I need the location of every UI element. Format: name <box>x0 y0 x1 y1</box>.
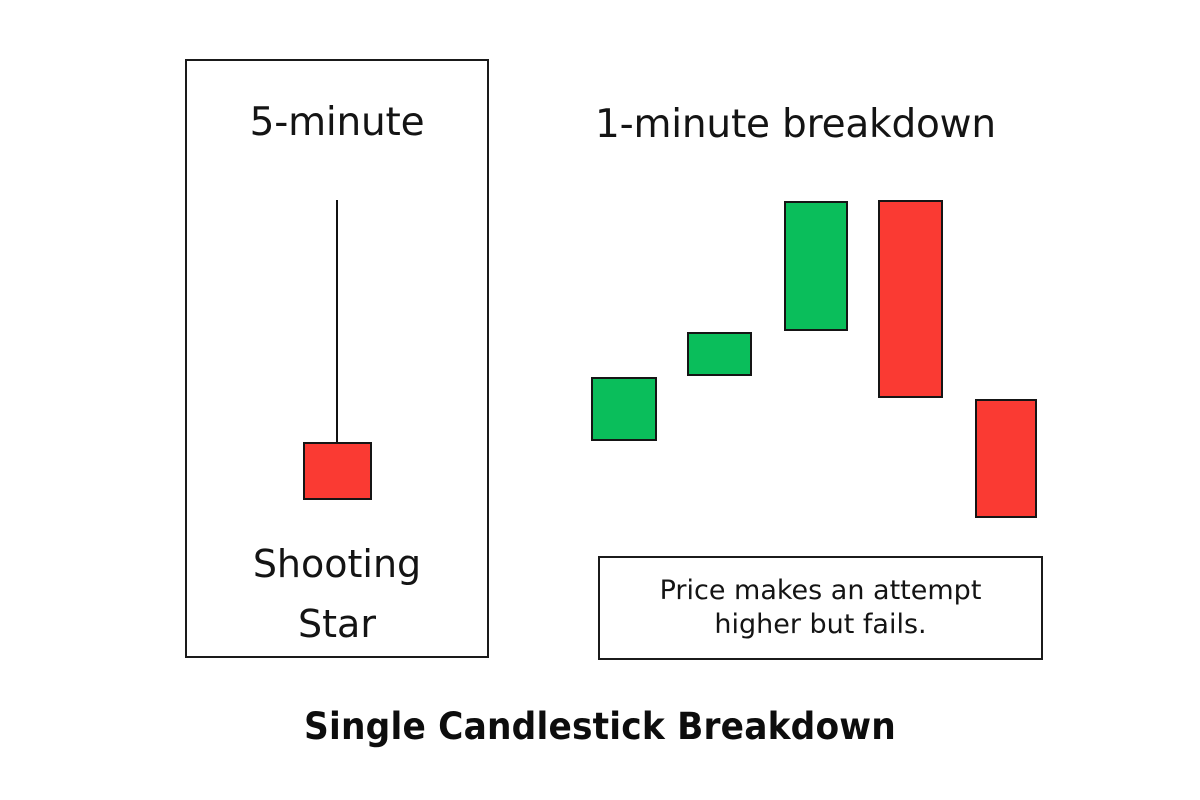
annotation-callout-box: Price makes an attempt higher but fails. <box>598 556 1043 660</box>
annotation-text: Price makes an attempt higher but fails. <box>659 575 982 640</box>
pattern-name-line-2: Star <box>298 602 376 646</box>
pattern-name-label: Shooting Star <box>185 534 489 654</box>
candle-4-bearish <box>878 200 943 398</box>
shooting-star-upper-wick <box>336 200 338 443</box>
candle-5-bearish <box>975 399 1037 518</box>
shooting-star-body <box>303 442 372 500</box>
one-minute-breakdown-title: 1-minute breakdown <box>595 102 996 147</box>
five-minute-panel-title: 5-minute <box>249 100 425 145</box>
candle-3-bullish <box>784 201 848 331</box>
figure-caption: Single Candlestick Breakdown <box>304 705 896 748</box>
pattern-name-line-1: Shooting <box>252 542 422 586</box>
candle-1-bullish <box>591 377 657 441</box>
candle-2-bullish <box>687 332 752 376</box>
